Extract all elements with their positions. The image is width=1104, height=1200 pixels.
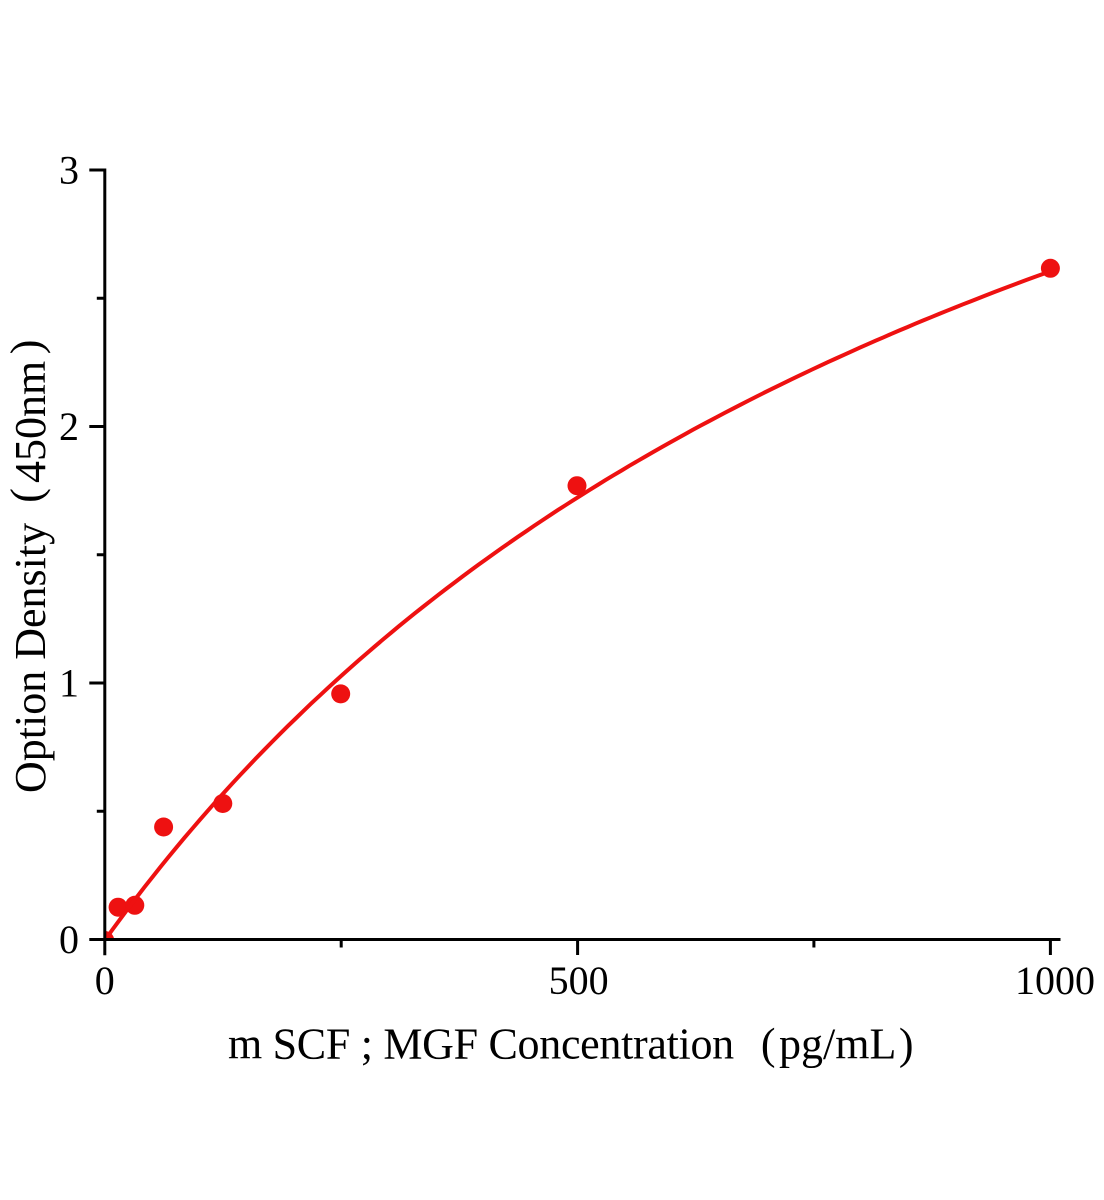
svg-text:0: 0	[95, 958, 115, 1003]
svg-text:2: 2	[59, 404, 79, 449]
svg-text:Option Density(450nm): Option Density(450nm)	[2, 340, 55, 793]
svg-text:0: 0	[59, 917, 79, 962]
svg-text:3: 3	[59, 147, 79, 192]
svg-text:m SCF ; MGF Concentration(pg/m: m SCF ; MGF Concentration (pg/mL)	[228, 1020, 914, 1069]
svg-text:1000: 1000	[1015, 958, 1095, 1003]
svg-text:500: 500	[549, 958, 609, 1003]
svg-text:1: 1	[59, 660, 79, 705]
